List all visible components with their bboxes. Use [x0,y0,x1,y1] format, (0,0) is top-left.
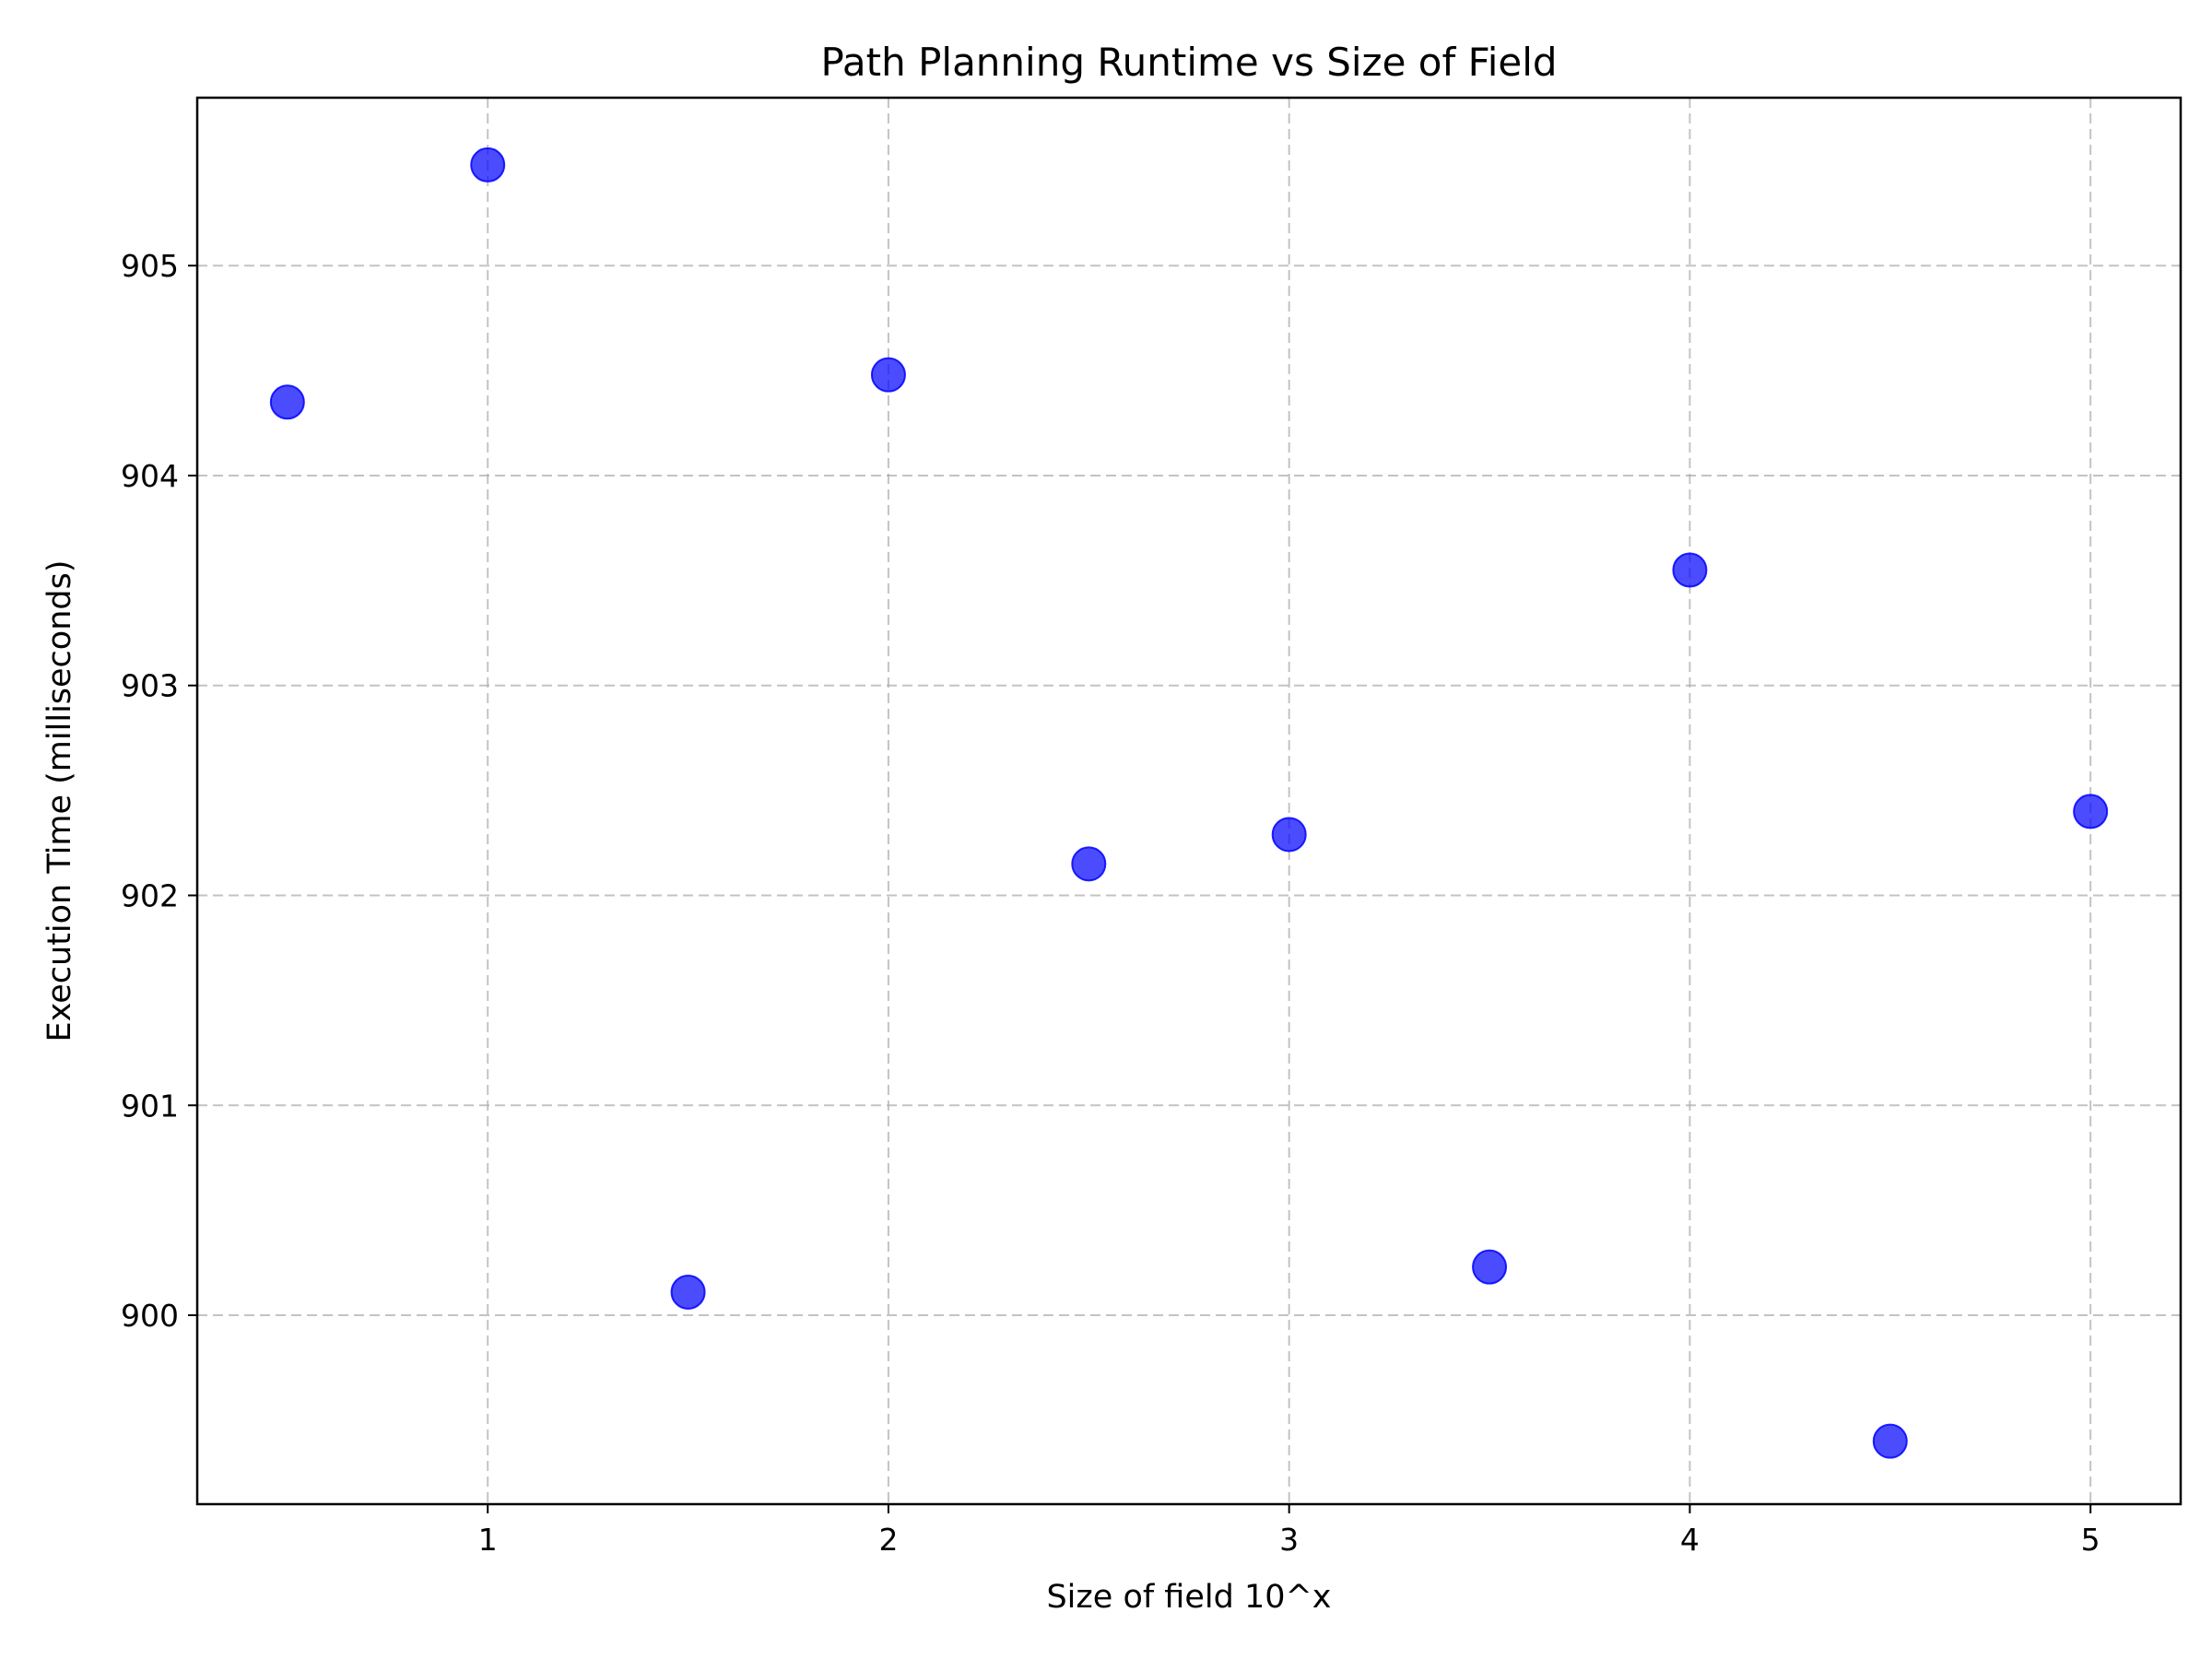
x-tick-label: 5 [2081,1522,2100,1558]
x-axis-label: Size of field 10^x [1046,1579,1331,1616]
chart-title: Path Planning Runtime vs Size of Field [820,40,1557,85]
y-tick-label: 900 [121,1298,179,1334]
data-point [1472,1249,1508,1285]
x-tick-label: 4 [1680,1522,1700,1558]
data-points [269,147,2109,1459]
plot-area-frame [195,96,2183,1506]
y-tick-label: 905 [121,248,179,284]
data-point [1872,1423,1908,1459]
data-point [1271,817,1307,853]
x-tick-label: 2 [878,1522,898,1558]
data-point [470,147,506,182]
data-point [269,384,305,420]
y-tick-label: 902 [121,877,179,913]
grid [197,98,2181,1504]
data-point [1672,552,1708,588]
data-point [670,1274,706,1310]
y-tick-label: 904 [121,458,179,494]
y-tick-label: 903 [121,668,179,704]
data-point [870,357,906,393]
data-point [2073,794,2109,830]
y-axis-label: Execution Time (milliseconds) [41,559,78,1041]
axis-ticks: 1 2 3 4 5 900 901 902 903 904 905 [121,248,2100,1558]
x-tick-label: 3 [1279,1522,1299,1558]
x-tick-label: 1 [478,1522,498,1558]
data-point [1071,846,1107,882]
y-tick-label: 901 [121,1088,179,1124]
